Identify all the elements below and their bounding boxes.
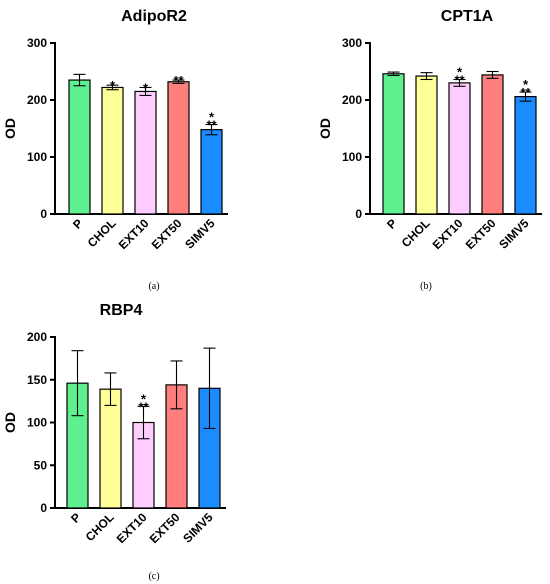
category-label: CHOL (399, 216, 433, 250)
bar-ext50 (167, 81, 190, 215)
significance-mark: ** (454, 72, 465, 87)
significance-mark: ** (520, 85, 531, 100)
panel-caption: (b) (420, 281, 432, 292)
significance-mark: * (143, 80, 149, 95)
bar-p (68, 79, 91, 215)
significance-mark: * (523, 77, 529, 92)
category-label: EXT50 (463, 216, 499, 252)
y-tick-label: 200 (27, 330, 47, 344)
category-label: SIMV5 (180, 510, 216, 546)
bar-ext10 (448, 82, 471, 215)
significance-mark: * (110, 78, 116, 93)
y-tick-label: 200 (342, 93, 362, 107)
category-label: CHOL (85, 216, 119, 250)
y-tick-label: 50 (34, 458, 48, 472)
y-tick-label: 100 (27, 150, 47, 164)
y-tick-label: 300 (342, 36, 362, 50)
y-tick-label: 0 (40, 501, 47, 515)
bar-simv5 (514, 95, 537, 215)
y-axis-label: OD (2, 118, 18, 139)
significance-mark: ** (138, 399, 149, 414)
y-tick-label: 150 (27, 373, 47, 387)
y-tick-label: 300 (27, 36, 47, 50)
panel-caption: (c) (148, 571, 159, 582)
significance-mark: ** (173, 73, 184, 88)
significance-mark: * (457, 64, 463, 79)
chart-title: AdipoR2 (121, 8, 187, 25)
category-label: P (70, 216, 86, 232)
category-label: P (384, 216, 400, 232)
y-tick-label: 100 (342, 150, 362, 164)
category-label: SIMV5 (182, 216, 218, 252)
chart-panel-a: AdipoR2OD0100200300P*CHOL*EXT10**EXT50**… (2, 8, 228, 292)
bar-simv5 (200, 129, 223, 215)
category-label: CHOL (83, 510, 117, 544)
bar-ext10 (134, 90, 157, 215)
y-axis-label: OD (2, 412, 18, 433)
category-label: EXT50 (147, 510, 183, 546)
chart-panel-c: RBP4 OD 0 50 100 150 200 P CHOL *** EXT10EXT50SIMV… (2, 302, 226, 582)
category-label: EXT10 (430, 216, 466, 252)
category-label: EXT10 (114, 510, 150, 546)
bar-ext50 (481, 74, 504, 215)
y-tick-label: 200 (27, 93, 47, 107)
category-label: P (68, 510, 84, 526)
significance-mark: * (141, 391, 147, 406)
chart-title: RBP4 (100, 302, 143, 319)
bar-p (382, 73, 405, 215)
category-label: EXT50 (149, 216, 185, 252)
bar-chol (415, 75, 438, 215)
y-tick-label: 0 (40, 207, 47, 221)
significance-mark: * (209, 110, 215, 125)
panel-caption: (a) (148, 281, 159, 292)
category-label: EXT10 (116, 216, 152, 252)
y-tick-label: 100 (27, 416, 47, 430)
y-tick-label: 0 (355, 207, 362, 221)
y-axis-label: OD (317, 118, 333, 139)
chart-title: CPT1A (441, 8, 494, 25)
significance-mark: ** (206, 118, 217, 133)
category-label: SIMV5 (496, 216, 532, 252)
bar-chol (99, 388, 122, 509)
bar-chol (101, 86, 124, 215)
